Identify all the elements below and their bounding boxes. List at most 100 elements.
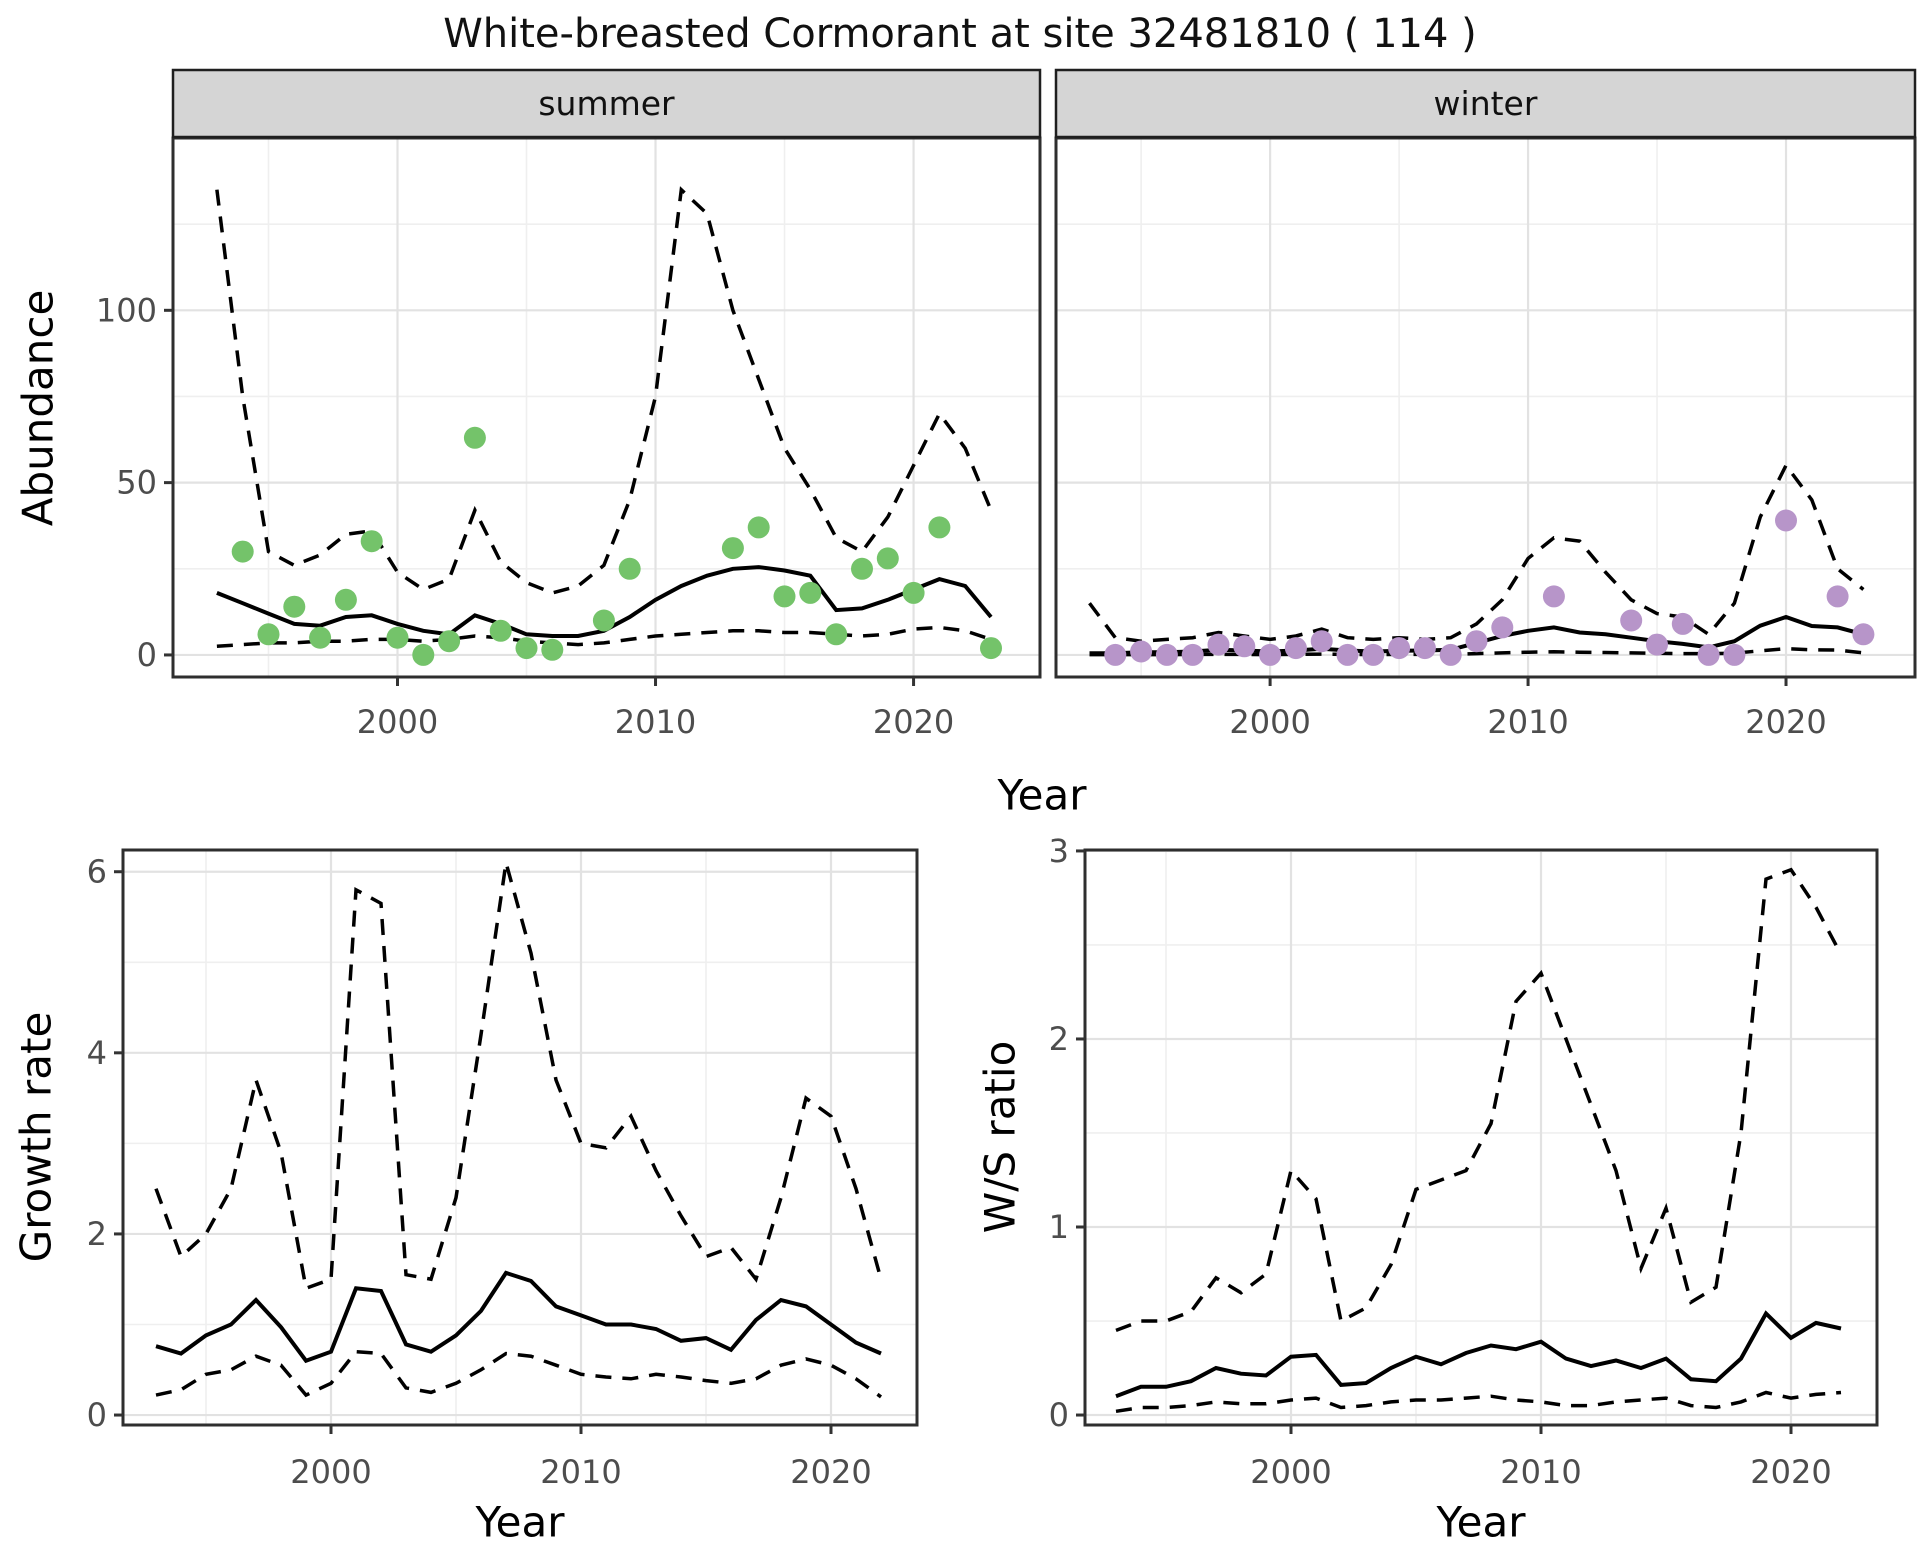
abundance-winter-x-tick-label: 2010 — [1487, 703, 1568, 741]
abundance-summer-y-tick-label: 50 — [116, 464, 157, 502]
growth-rate-lower_95ci-line — [155, 1349, 883, 1399]
observed-abundance-winter-point — [1413, 637, 1436, 660]
observed-abundance-winter-point — [1130, 640, 1153, 663]
observed-abundance-winter-point — [1155, 643, 1178, 666]
growth-rate-y-tick-label: 6 — [87, 853, 107, 891]
abundance-summer-x-tick-label: 2010 — [615, 703, 696, 741]
observed-abundance-summer-point — [799, 581, 822, 604]
ws-ratio-x-tick-label: 2000 — [1250, 1453, 1331, 1491]
observed-abundance-winter-point — [1775, 509, 1797, 532]
y-axis-title-abundance: Abundance — [13, 289, 63, 527]
growth-rate-x-tick-label: 2010 — [540, 1453, 621, 1491]
observed-abundance-winter-point — [1542, 585, 1565, 608]
x-axis-title-year-top: Year — [997, 770, 1087, 820]
ws-ratio-panel-bg — [1085, 850, 1877, 1425]
x-axis-title-year-ws: Year — [1436, 1497, 1526, 1547]
observed-abundance-summer-point — [231, 540, 254, 563]
ws-ratio-y-tick-label: 3 — [1049, 832, 1069, 870]
ws-ratio-y-tick-label: 1 — [1049, 1208, 1069, 1246]
observed-abundance-summer-point — [334, 588, 357, 611]
growth-rate-upper_95ci-line — [154, 862, 883, 1291]
observed-abundance-summer-point — [618, 557, 641, 580]
growth-rate-y-tick-label: 2 — [87, 1215, 107, 1253]
chart-title: White-breasted Cormorant at site 3248181… — [443, 11, 1477, 57]
observed-abundance-summer-point — [902, 581, 925, 604]
abundance-winter-plot-area — [1088, 462, 1875, 666]
abundance-winter-upper_95ci-line — [1088, 462, 1865, 643]
observed-abundance-winter-point — [1388, 637, 1411, 660]
ws-ratio-x-tick-label: 2020 — [1750, 1453, 1831, 1491]
observed-abundance-summer-point — [876, 547, 899, 570]
observed-abundance-winter-point — [1465, 630, 1488, 653]
observed-abundance-summer-point — [851, 557, 873, 580]
observed-abundance-summer-point — [489, 619, 512, 642]
observed-abundance-summer-point — [309, 626, 332, 649]
observed-abundance-summer-group — [231, 426, 1002, 666]
observed-abundance-winter-point — [1723, 643, 1746, 666]
abundance-summer-x-tick-label: 2000 — [357, 703, 438, 741]
abundance-winter-panel-bg — [1056, 138, 1915, 677]
observed-abundance-summer-point — [283, 595, 306, 618]
observed-abundance-summer-point — [541, 638, 564, 661]
observed-abundance-winter-point — [1259, 643, 1282, 666]
observed-abundance-winter-point — [1646, 633, 1668, 656]
growth-rate-x-tick-label: 2000 — [290, 1453, 371, 1491]
observed-abundance-summer-point — [773, 585, 796, 608]
observed-abundance-summer-point — [928, 516, 951, 539]
ws-ratio-plot-area — [1115, 867, 1843, 1414]
observed-abundance-winter-point — [1336, 643, 1359, 666]
ws-ratio-x-tick-label: 2010 — [1500, 1453, 1581, 1491]
observed-abundance-winter-point — [1104, 643, 1127, 666]
observed-abundance-winter-point — [1439, 643, 1462, 666]
observed-abundance-winter-point — [1697, 643, 1720, 666]
abundance-winter-facet-strip-bg — [1054, 68, 1917, 139]
ws-ratio-upper_95ci-line — [1115, 867, 1843, 1333]
ws-ratio-median-line — [1115, 1310, 1842, 1399]
observed-abundance-winter-point — [1826, 585, 1849, 608]
abundance-winter-x-tick-label: 2000 — [1229, 703, 1310, 741]
observed-abundance-summer-point — [386, 626, 409, 649]
ws-ratio-lower_95ci-line — [1115, 1390, 1842, 1414]
observed-abundance-summer-point — [360, 530, 383, 553]
observed-abundance-winter-point — [1181, 643, 1204, 666]
y-axis-title-growth-rate: Growth rate — [11, 1011, 61, 1263]
ws-ratio-panel-border — [1083, 848, 1879, 1427]
abundance-summer-plot-area — [215, 186, 1002, 666]
observed-abundance-summer-point — [721, 537, 744, 560]
abundance-summer-upper_95ci-line — [215, 186, 993, 595]
observed-abundance-winter-point — [1362, 643, 1385, 666]
growth-rate-plot-area — [154, 862, 883, 1399]
panel-abundance-summer: 2000 2010 2020 0 50 100 — [96, 68, 1042, 741]
growth-rate-y-tick-label: 0 — [87, 1396, 107, 1434]
observed-abundance-summer-point — [257, 623, 280, 646]
observed-abundance-winter-point — [1310, 630, 1333, 653]
panel-growth-rate: 2000 2010 2020 0 2 4 6 — [87, 848, 919, 1491]
observed-abundance-summer-point — [980, 637, 1002, 660]
abundance-summer-lower_95ci-line — [216, 625, 992, 649]
abundance-winter-lower_95ci-line — [1089, 646, 1864, 657]
growth-rate-panel-border — [121, 848, 919, 1427]
observed-abundance-winter-point — [1620, 609, 1643, 632]
ws-ratio-y-tick-label: 0 — [1049, 1396, 1069, 1434]
growth-rate-panel-bg — [123, 850, 917, 1425]
abundance-summer-y-tick-label: 100 — [96, 291, 157, 329]
observed-abundance-summer-point — [747, 516, 770, 539]
observed-abundance-winter-point — [1233, 635, 1256, 658]
observed-abundance-winter-point — [1671, 612, 1694, 635]
panel-ws-ratio: 2000 2010 2020 0 1 2 3 — [1049, 832, 1879, 1491]
observed-abundance-winter-point — [1852, 623, 1875, 646]
observed-abundance-summer-point — [438, 630, 461, 653]
observed-abundance-winter-point — [1207, 633, 1230, 656]
observed-abundance-summer-point — [825, 623, 848, 646]
panel-abundance-winter: 2000 2010 2020 — [1054, 68, 1917, 741]
observed-abundance-summer-point — [592, 609, 615, 632]
observed-abundance-summer-point — [463, 426, 486, 449]
observed-abundance-winter-point — [1491, 616, 1514, 639]
facet-strip-label-winter: winter — [1433, 84, 1538, 123]
abundance-summer-x-tick-label: 2020 — [873, 703, 954, 741]
abundance-winter-x-tick-label: 2020 — [1745, 703, 1826, 741]
abundance-summer-facet-strip-bg — [171, 68, 1042, 139]
growth-rate-median-line — [155, 1270, 882, 1364]
abundance-summer-panel-bg — [173, 138, 1040, 677]
